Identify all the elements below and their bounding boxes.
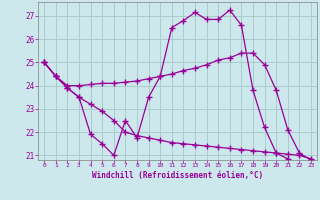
X-axis label: Windchill (Refroidissement éolien,°C): Windchill (Refroidissement éolien,°C)	[92, 171, 263, 180]
